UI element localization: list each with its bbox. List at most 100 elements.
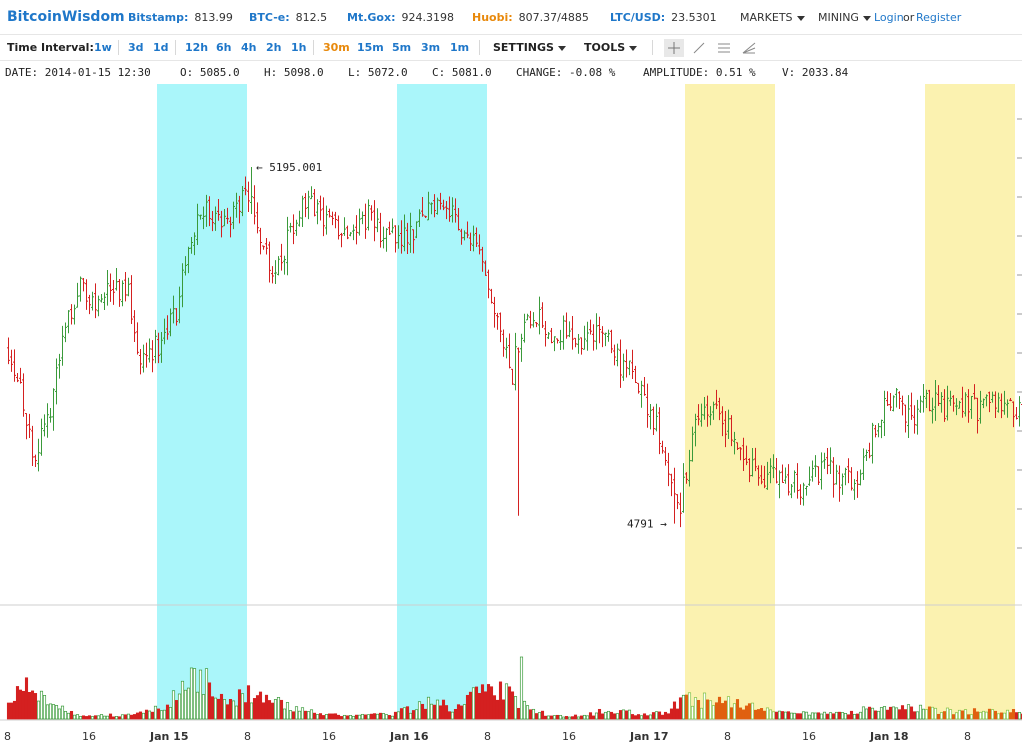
volume-bar [771, 711, 776, 720]
ticker-mtgox[interactable]: Mt.Gox: 924.3198 [347, 11, 454, 24]
volume-bar [894, 707, 899, 720]
volume-bar [1005, 709, 1010, 720]
volume-bar [141, 712, 146, 720]
volume-bar [867, 706, 872, 720]
volume-bar [408, 712, 413, 720]
interval-1h[interactable]: 1h [291, 41, 307, 54]
ticker-ltcusd[interactable]: LTC/USD: 23.5301 [610, 11, 717, 24]
interval-30m[interactable]: 30m [323, 41, 350, 54]
volume-bar [117, 716, 122, 720]
interval-1m[interactable]: 1m [450, 41, 470, 54]
ticker-btce[interactable]: BTC-e: 812.5 [249, 11, 327, 24]
volume-bar [693, 697, 698, 720]
volume-bar [147, 710, 152, 720]
volume-bar [210, 696, 215, 720]
volume-bar [231, 700, 236, 720]
volume-bar [945, 707, 950, 720]
volume-bar [651, 712, 656, 720]
interval-3m[interactable]: 3m [421, 41, 441, 54]
volume-bar [177, 693, 182, 720]
volume-bar [525, 705, 530, 720]
volume-bar [723, 700, 728, 720]
volume-bar [552, 715, 557, 720]
volume-bar [999, 712, 1004, 720]
volume-bar [135, 712, 140, 720]
volume-bar [639, 715, 644, 720]
volume-bar [159, 710, 164, 720]
volume-bar [393, 711, 398, 720]
interval-5m[interactable]: 5m [392, 41, 412, 54]
candle-info-bar: DATE: 2014-01-15 12:30 O: 5085.0 H: 5098… [0, 61, 1022, 83]
volume-bar [852, 713, 857, 720]
interval-4h[interactable]: 4h [241, 41, 257, 54]
volume-bar [84, 716, 89, 720]
fan-lines-icon[interactable] [739, 39, 759, 57]
volume-bar [309, 709, 314, 720]
chevron-down-icon [557, 45, 566, 51]
volume-bar [75, 714, 80, 720]
volume-bar [264, 694, 269, 720]
line-draw-icon[interactable] [689, 39, 709, 57]
interval-12h[interactable]: 12h [185, 41, 209, 54]
crosshair-icon[interactable] [664, 39, 684, 57]
settings-menu[interactable]: SETTINGS [493, 41, 566, 54]
volume-bar [876, 710, 881, 720]
interval-2h[interactable]: 2h [266, 41, 282, 54]
volume-bar [717, 696, 722, 720]
volume-bar [27, 691, 32, 720]
interval-3d[interactable]: 3d [128, 41, 144, 54]
volume-bar [168, 706, 173, 720]
price-chart[interactable]: ← 5195.001 4791 → 8 16 Jan 15 8 16 Jan 16 8 16 Jan… [0, 84, 1022, 751]
ticker-price: 812.5 [295, 11, 328, 24]
volume-bar [45, 704, 50, 720]
volume-bar [732, 703, 737, 720]
mining-menu[interactable]: MINING [818, 11, 871, 24]
volume-bar [678, 697, 683, 720]
divider [175, 40, 176, 55]
interval-1d[interactable]: 1d [153, 41, 169, 54]
volume-bar [801, 711, 806, 720]
ticker-bitstamp[interactable]: Bitstamp: 813.99 [128, 11, 233, 24]
volume-bar [351, 715, 356, 720]
volume-bar [489, 686, 494, 720]
volume-bar [510, 691, 515, 720]
interval-15m[interactable]: 15m [357, 41, 384, 54]
ticker-exchange: Huobi: [472, 11, 513, 24]
volume-bar [366, 714, 371, 720]
volume-bar [405, 706, 410, 720]
interval-6h[interactable]: 6h [216, 41, 232, 54]
volume-bar [102, 715, 107, 720]
volume-bar [855, 713, 860, 720]
volume-bar [225, 704, 230, 720]
volume-bar [606, 710, 611, 720]
volume-bar [522, 700, 527, 720]
volume-bar [768, 709, 773, 720]
tools-menu[interactable]: TOOLS [584, 41, 638, 54]
volume-bar [927, 706, 932, 720]
markets-menu[interactable]: MARKETS [740, 11, 805, 24]
volume-bar [807, 714, 812, 720]
parallel-lines-icon[interactable] [714, 39, 734, 57]
highlight-band [397, 84, 487, 718]
volume-bar [327, 713, 332, 720]
volume-bar [291, 711, 296, 720]
interval-1w[interactable]: 1w [94, 41, 112, 54]
volume-bar [612, 713, 617, 720]
volume-bar [276, 697, 281, 720]
brand-logo[interactable]: BitcoinWisdom [7, 9, 125, 25]
low-marker-label: 4791 → [627, 518, 667, 531]
volume-bar [744, 705, 749, 720]
ticker-huobi[interactable]: Huobi: 807.37/4885 [472, 11, 589, 24]
volume-bar [843, 713, 848, 720]
login-link[interactable]: Login [874, 11, 904, 24]
volume-bar [423, 708, 428, 720]
volume-bar [108, 713, 113, 720]
volume-bar [870, 707, 875, 720]
volume-bar [762, 710, 767, 720]
volume-bar [138, 711, 143, 720]
register-link[interactable]: Register [916, 11, 962, 24]
volume-bar [120, 714, 125, 720]
volume-bar [303, 710, 308, 720]
volume-bar [909, 706, 914, 720]
volume-bar [399, 708, 404, 720]
